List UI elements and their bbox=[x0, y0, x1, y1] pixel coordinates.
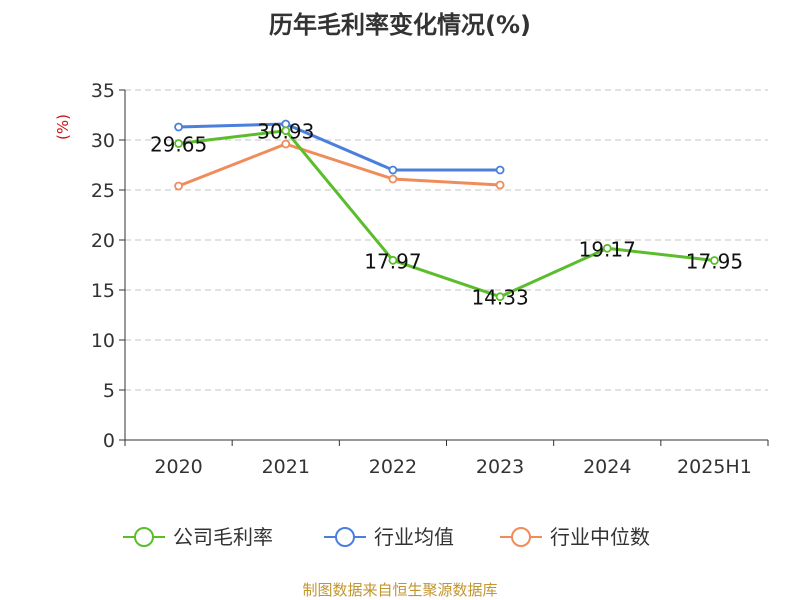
y-tick-label: 10 bbox=[91, 330, 115, 352]
data-point[interactable] bbox=[495, 292, 505, 302]
legend-label[interactable]: 行业中位数 bbox=[550, 525, 650, 549]
y-tick-label: 25 bbox=[91, 180, 115, 202]
x-tick-label: 2025H1 bbox=[677, 456, 752, 478]
grid bbox=[125, 89, 768, 391]
data-label: 14.33 bbox=[471, 286, 528, 310]
axes: 0 5 10 15 20 25 30 35 2020 2021 2022 2023 2024 2025H1 bbox=[91, 80, 769, 478]
data-label: 17.95 bbox=[686, 250, 743, 274]
legend-marker bbox=[134, 527, 154, 547]
data-label: 30.93 bbox=[257, 120, 314, 144]
x-tick-label: 2024 bbox=[583, 456, 631, 478]
series-line bbox=[178, 129, 715, 299]
y-tick-label: 35 bbox=[91, 80, 115, 102]
y-tick-label: 0 bbox=[103, 430, 115, 452]
series bbox=[174, 119, 719, 302]
legend-label[interactable]: 公司毛利率 bbox=[173, 525, 273, 549]
source-note: 制图数据来自恒生聚源数据库 bbox=[302, 581, 497, 599]
series-line bbox=[178, 142, 501, 188]
legend[interactable]: 公司毛利率 行业均值 行业中位数 bbox=[123, 525, 650, 549]
legend-label[interactable]: 行业均值 bbox=[374, 525, 454, 549]
x-tick-label: 2020 bbox=[154, 456, 202, 478]
x-tick-label: 2022 bbox=[369, 456, 417, 478]
y-axis-label: (%) bbox=[54, 114, 72, 140]
data-point[interactable] bbox=[602, 243, 612, 253]
data-point[interactable] bbox=[174, 122, 183, 132]
chart-title: 历年毛利率变化情况(%) bbox=[269, 11, 531, 39]
data-point[interactable] bbox=[281, 126, 291, 136]
legend-marker bbox=[511, 527, 531, 547]
data-label: 17.97 bbox=[364, 249, 421, 273]
x-tick-label: 2021 bbox=[262, 456, 310, 478]
data-point[interactable] bbox=[388, 174, 398, 184]
y-tick-label: 5 bbox=[103, 380, 115, 402]
data-point[interactable] bbox=[388, 165, 398, 175]
data-point[interactable] bbox=[281, 139, 291, 149]
data-labels: 29.65 30.93 17.97 14.33 19.17 17.95 bbox=[150, 120, 743, 310]
data-point[interactable] bbox=[495, 180, 505, 190]
data-label: 29.65 bbox=[150, 133, 207, 157]
y-tick-label: 30 bbox=[91, 130, 115, 152]
y-tick-label: 20 bbox=[91, 230, 115, 252]
y-tick-label: 15 bbox=[91, 280, 115, 302]
series-line bbox=[178, 122, 501, 172]
data-point[interactable] bbox=[174, 139, 183, 148]
legend-marker bbox=[335, 527, 355, 547]
data-point[interactable] bbox=[388, 255, 398, 265]
x-tick-label: 2023 bbox=[476, 456, 524, 478]
data-label: 19.17 bbox=[579, 237, 636, 261]
data-point[interactable] bbox=[174, 181, 183, 191]
data-point[interactable] bbox=[495, 165, 505, 175]
data-point[interactable] bbox=[710, 256, 719, 265]
